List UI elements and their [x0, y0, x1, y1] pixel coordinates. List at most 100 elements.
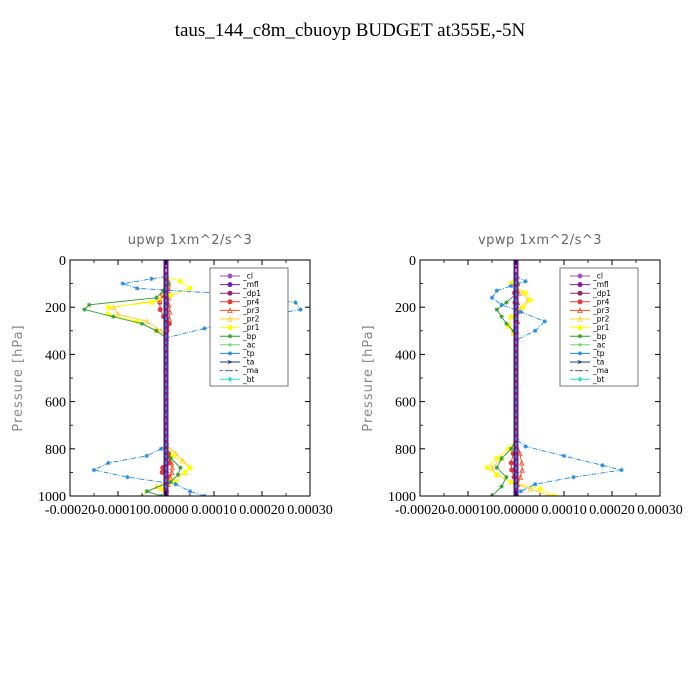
legend-item: _pr3	[220, 306, 260, 315]
page-title: taus_144_c8m_cbuoyp BUDGET at355E,-5N	[174, 20, 526, 41]
data-point-tp	[187, 489, 193, 494]
data-point-tp	[533, 482, 538, 487]
legend-marker	[228, 343, 232, 347]
data-point-pr2	[158, 327, 165, 334]
legend-label: _bt	[242, 375, 255, 384]
data-point-pr3	[518, 459, 525, 466]
legend-item: _bp	[220, 332, 257, 341]
data-point-tp	[144, 453, 149, 459]
legend-label: _pr4	[592, 297, 610, 306]
data-point-pr1	[182, 469, 188, 475]
data-point-pr1	[484, 465, 490, 471]
data-point-pr1	[158, 486, 164, 492]
data-point-pr1	[537, 486, 543, 492]
x-tick-label: 0.00010	[191, 503, 237, 518]
y-tick-label: 0	[59, 254, 66, 269]
x-tick-label: 0.00030	[637, 503, 683, 518]
data-point-tp	[135, 286, 140, 291]
data-point-pr1	[508, 479, 514, 485]
y-tick-label: 400	[395, 348, 416, 363]
data-point-tp	[499, 302, 504, 308]
data-point-pr4	[157, 307, 163, 313]
y-tick-label: 1000	[38, 490, 66, 505]
y-tick-label: 1000	[388, 490, 416, 505]
y-tick-label: 200	[395, 301, 416, 316]
legend-marker	[577, 376, 583, 382]
legend: _cl_mfl_dp1_pr4_pr3_pr2_pr1_bp_ac_tp_ta_…	[209, 267, 289, 387]
legend-label: _mfl	[242, 280, 259, 289]
data-point-pr1	[523, 290, 529, 296]
panel-title: upwp 1xm^2/s^3	[128, 233, 253, 248]
data-point-tp	[600, 463, 605, 468]
data-point-pr3	[166, 308, 173, 315]
legend-label: _bp	[592, 332, 607, 341]
legend-marker	[227, 360, 234, 364]
data-point-tp	[173, 482, 178, 487]
legend-marker	[577, 307, 583, 314]
data-point-bp	[144, 489, 149, 494]
legend-item: _pr3	[570, 306, 610, 315]
data-point-pr1	[494, 455, 500, 461]
data-point-tp	[494, 288, 499, 293]
legend-label: _pr1	[592, 323, 610, 332]
data-point-pr1	[520, 304, 526, 310]
legend-item: _dp1	[220, 289, 261, 298]
data-point-pr1	[187, 465, 193, 471]
data-point-tp	[542, 319, 547, 324]
x-tick-label: -0.00020	[395, 503, 445, 518]
data-point-bp	[494, 465, 499, 470]
legend-label: _dp1	[592, 289, 611, 298]
data-point-tp	[523, 444, 528, 449]
data-point-tp	[298, 307, 303, 312]
data-point-pr3	[517, 474, 524, 480]
y-axis-label: Pressure [hPa]	[11, 324, 26, 431]
data-point-pr1	[168, 292, 174, 298]
x-tick-label: 0.00010	[541, 503, 587, 518]
legend-item: _ta	[570, 358, 604, 367]
legend-label: _ma	[242, 366, 259, 375]
series-line-pr1	[107, 276, 191, 496]
legend-marker	[227, 273, 233, 279]
data-point-bp	[168, 479, 173, 485]
legend-item: _cl	[220, 272, 253, 281]
data-point-tp	[202, 326, 207, 331]
data-point-pr3	[168, 459, 175, 466]
data-point-pr4	[509, 467, 515, 473]
data-point-tp	[518, 309, 523, 315]
legend-label: _ac	[242, 340, 255, 349]
legend-marker	[577, 282, 583, 288]
legend-item: _ac	[570, 340, 605, 349]
legend-item: _ma	[570, 366, 609, 375]
legend-label: _mfl	[592, 280, 609, 289]
x-tick-label: 0.00020	[239, 503, 285, 518]
data-point-bp	[178, 465, 183, 470]
legend-item: _mfl	[220, 280, 259, 289]
data-point-bp	[154, 295, 159, 300]
data-point-pr3	[168, 469, 175, 476]
legend-marker	[577, 351, 583, 356]
x-tick-label: -0.00010	[93, 503, 143, 518]
chart-panel-1: upwp 1xm^2/s^3 Pressure [hPa] 0 200 400 600 80…	[11, 233, 333, 518]
data-point-tp	[120, 281, 125, 286]
legend-marker	[578, 343, 582, 347]
data-point-bp	[87, 302, 92, 308]
data-point-bp	[82, 307, 87, 312]
chart-panel-2: vpwp 1xm^2/s^3 Pressure [hPa] 0 200 400 600 80…	[361, 233, 683, 518]
legend-marker	[577, 290, 583, 296]
series-line-pr2	[112, 276, 191, 496]
data-point-bp	[154, 328, 159, 333]
legend-item: _ac	[220, 340, 255, 349]
legend-marker	[577, 315, 583, 322]
data-point-bp	[168, 456, 173, 461]
legend-item: _tp	[570, 349, 605, 358]
legend-item: _pr1	[570, 323, 610, 332]
data-point-bp	[499, 314, 504, 319]
x-tick-label: 0.00000	[143, 503, 189, 518]
data-point-tp	[518, 489, 523, 494]
data-point-bp	[504, 321, 509, 326]
data-point-pr1	[527, 297, 533, 303]
data-point-bp	[509, 446, 514, 451]
data-point-pr2	[489, 464, 495, 471]
legend-item: _bp	[570, 332, 607, 341]
panel-title: vpwp 1xm^2/s^3	[478, 233, 602, 248]
